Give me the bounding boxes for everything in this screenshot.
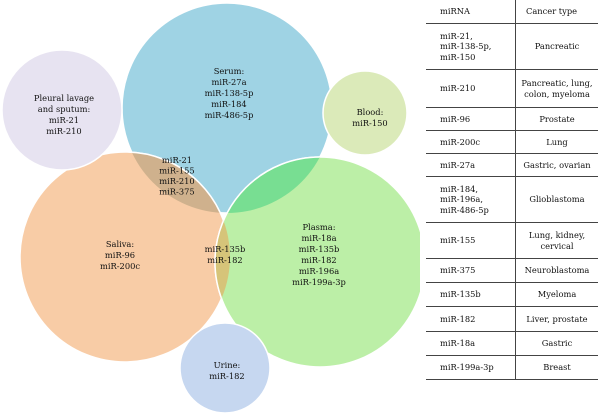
table-row: miR-135b Myeloma [426, 282, 598, 307]
cell-mirna: miR-200c [426, 130, 516, 154]
urine-label: Urine: miR-182 [209, 360, 244, 381]
cell-cancer-type: Pancreatic, lung, colon, myeloma [515, 69, 598, 108]
serum-label-line: Serum: [214, 66, 245, 76]
plasma-label-line: miR-196a [299, 266, 339, 276]
saliva-label: Saliva: miR-96 miR-200c [100, 239, 140, 271]
cell-cancer-type: Pancreatic [515, 23, 598, 70]
plasma-label-line: miR-199a-3p [292, 277, 346, 287]
cell-cancer-type: Gastric, ovarian [515, 153, 598, 177]
cell-cancer-type: Lung, kidney, cervical [515, 222, 598, 259]
table-row: miR-210 Pancreatic, lung, colon, myeloma [426, 69, 598, 108]
pleural-label-line: miR-21 [49, 115, 79, 125]
table-row: miR-21, miR-138-5p, miR-150 Pancreatic [426, 23, 598, 70]
serum-label: Serum: miR-27a miR-138-5p miR-184 miR-486-5p [205, 66, 254, 120]
cell-cancer-type: Glioblastoma [515, 176, 598, 223]
saliva-label-line: Saliva: [106, 239, 134, 249]
blood-label-line: miR-150 [352, 118, 387, 128]
overlap-saliva-plasma-label-line: miR-135b [205, 244, 246, 254]
cell-cancer-type: Breast [515, 355, 598, 380]
saliva-label-line: miR-200c [100, 261, 140, 271]
urine-label-line: Urine: [214, 360, 241, 370]
cell-mirna: miR-135b [426, 282, 516, 307]
table-row: miR-182 Liver, prostate [426, 306, 598, 332]
overlap-serum-saliva-label-line: miR-210 [159, 176, 194, 186]
pleural-label-line: Pleural lavage [34, 93, 94, 103]
cell-mirna: miR-27a [426, 153, 516, 177]
serum-label-line: miR-138-5p [205, 88, 254, 98]
blood-label: Blood: miR-150 [352, 107, 387, 128]
overlap-saliva-plasma-label-line: miR-182 [207, 255, 242, 265]
serum-label-line: miR-486-5p [205, 110, 254, 120]
saliva-label-line: miR-96 [105, 250, 135, 260]
cell-mirna: miR-18a [426, 331, 516, 356]
overlap-serum-saliva-label-line: miR-21 [162, 155, 192, 165]
table-row: miR-199a-3p Breast [426, 355, 598, 380]
cell-cancer-type: Lung [515, 130, 598, 154]
cell-mirna: miR-96 [426, 107, 516, 131]
table-row: miR-18a Gastric [426, 331, 598, 356]
pleural-circle [1, 49, 123, 171]
venn-diagram: Serum: miR-27a miR-138-5p miR-184 miR-486-5p… [1, 2, 420, 414]
overlap-serum-saliva-label-line: miR-375 [159, 187, 194, 197]
cell-cancer-type: Myeloma [515, 282, 598, 307]
mirna-cancer-table: miRNA Cancer type miR-21, miR-138-5p, miR-15… [426, 0, 598, 380]
plasma-label-line: miR-135b [299, 244, 340, 254]
cell-mirna: miR-184, miR-196a, miR-486-5p [426, 176, 516, 223]
cell-mirna: miR-199a-3p [426, 355, 516, 380]
cell-cancer-type: Neuroblastoma [515, 258, 598, 283]
cell-cancer-type: Liver, prostate [515, 306, 598, 332]
plasma-label-line: miR-182 [301, 255, 336, 265]
header-mirna: miRNA [426, 0, 516, 24]
cell-mirna: miR-155 [426, 222, 516, 259]
serum-label-line: miR-184 [211, 99, 246, 109]
table-header-row: miRNA Cancer type [426, 0, 598, 24]
cell-mirna: miR-210 [426, 69, 516, 108]
cell-mirna: miR-182 [426, 306, 516, 332]
cell-cancer-type: Prostate [515, 107, 598, 131]
blood-circle [322, 70, 408, 156]
table-row: miR-375 Neuroblastoma [426, 258, 598, 283]
plasma-label: Plasma: miR-18a miR-135b miR-182 miR-196a miR… [292, 222, 346, 287]
overlap-saliva-plasma [214, 156, 230, 362]
table-row: miR-96 Prostate [426, 107, 598, 131]
urine-label-line: miR-182 [209, 371, 244, 381]
serum-label-line: miR-27a [211, 77, 246, 87]
cell-mirna: miR-375 [426, 258, 516, 283]
plasma-label-line: Plasma: [302, 222, 335, 232]
table-row: miR-27a Gastric, ovarian [426, 153, 598, 177]
table-row: miR-200c Lung [426, 130, 598, 154]
cell-cancer-type: Gastric [515, 331, 598, 356]
blood-label-line: Blood: [357, 107, 384, 117]
overlap-serum-saliva-label-line: miR-155 [159, 166, 194, 176]
cell-mirna: miR-21, miR-138-5p, miR-150 [426, 23, 516, 70]
plasma-label-line: miR-18a [301, 233, 336, 243]
overlap-serum-saliva-label: miR-21 miR-155 miR-210 miR-375 [159, 155, 194, 197]
table-row: miR-155 Lung, kidney, cervical [426, 222, 598, 259]
header-cancer-type: Cancer type [515, 0, 598, 24]
pleural-label: Pleural lavage and sputum: miR-21 miR-210 [34, 93, 94, 136]
pleural-label-line: miR-210 [46, 126, 81, 136]
overlap-saliva-plasma-label: miR-135b miR-182 [205, 244, 246, 265]
pleural-label-line: and sputum: [38, 104, 91, 114]
urine-circle [179, 322, 271, 414]
table-row: miR-184, miR-196a, miR-486-5p Glioblastoma [426, 176, 598, 223]
